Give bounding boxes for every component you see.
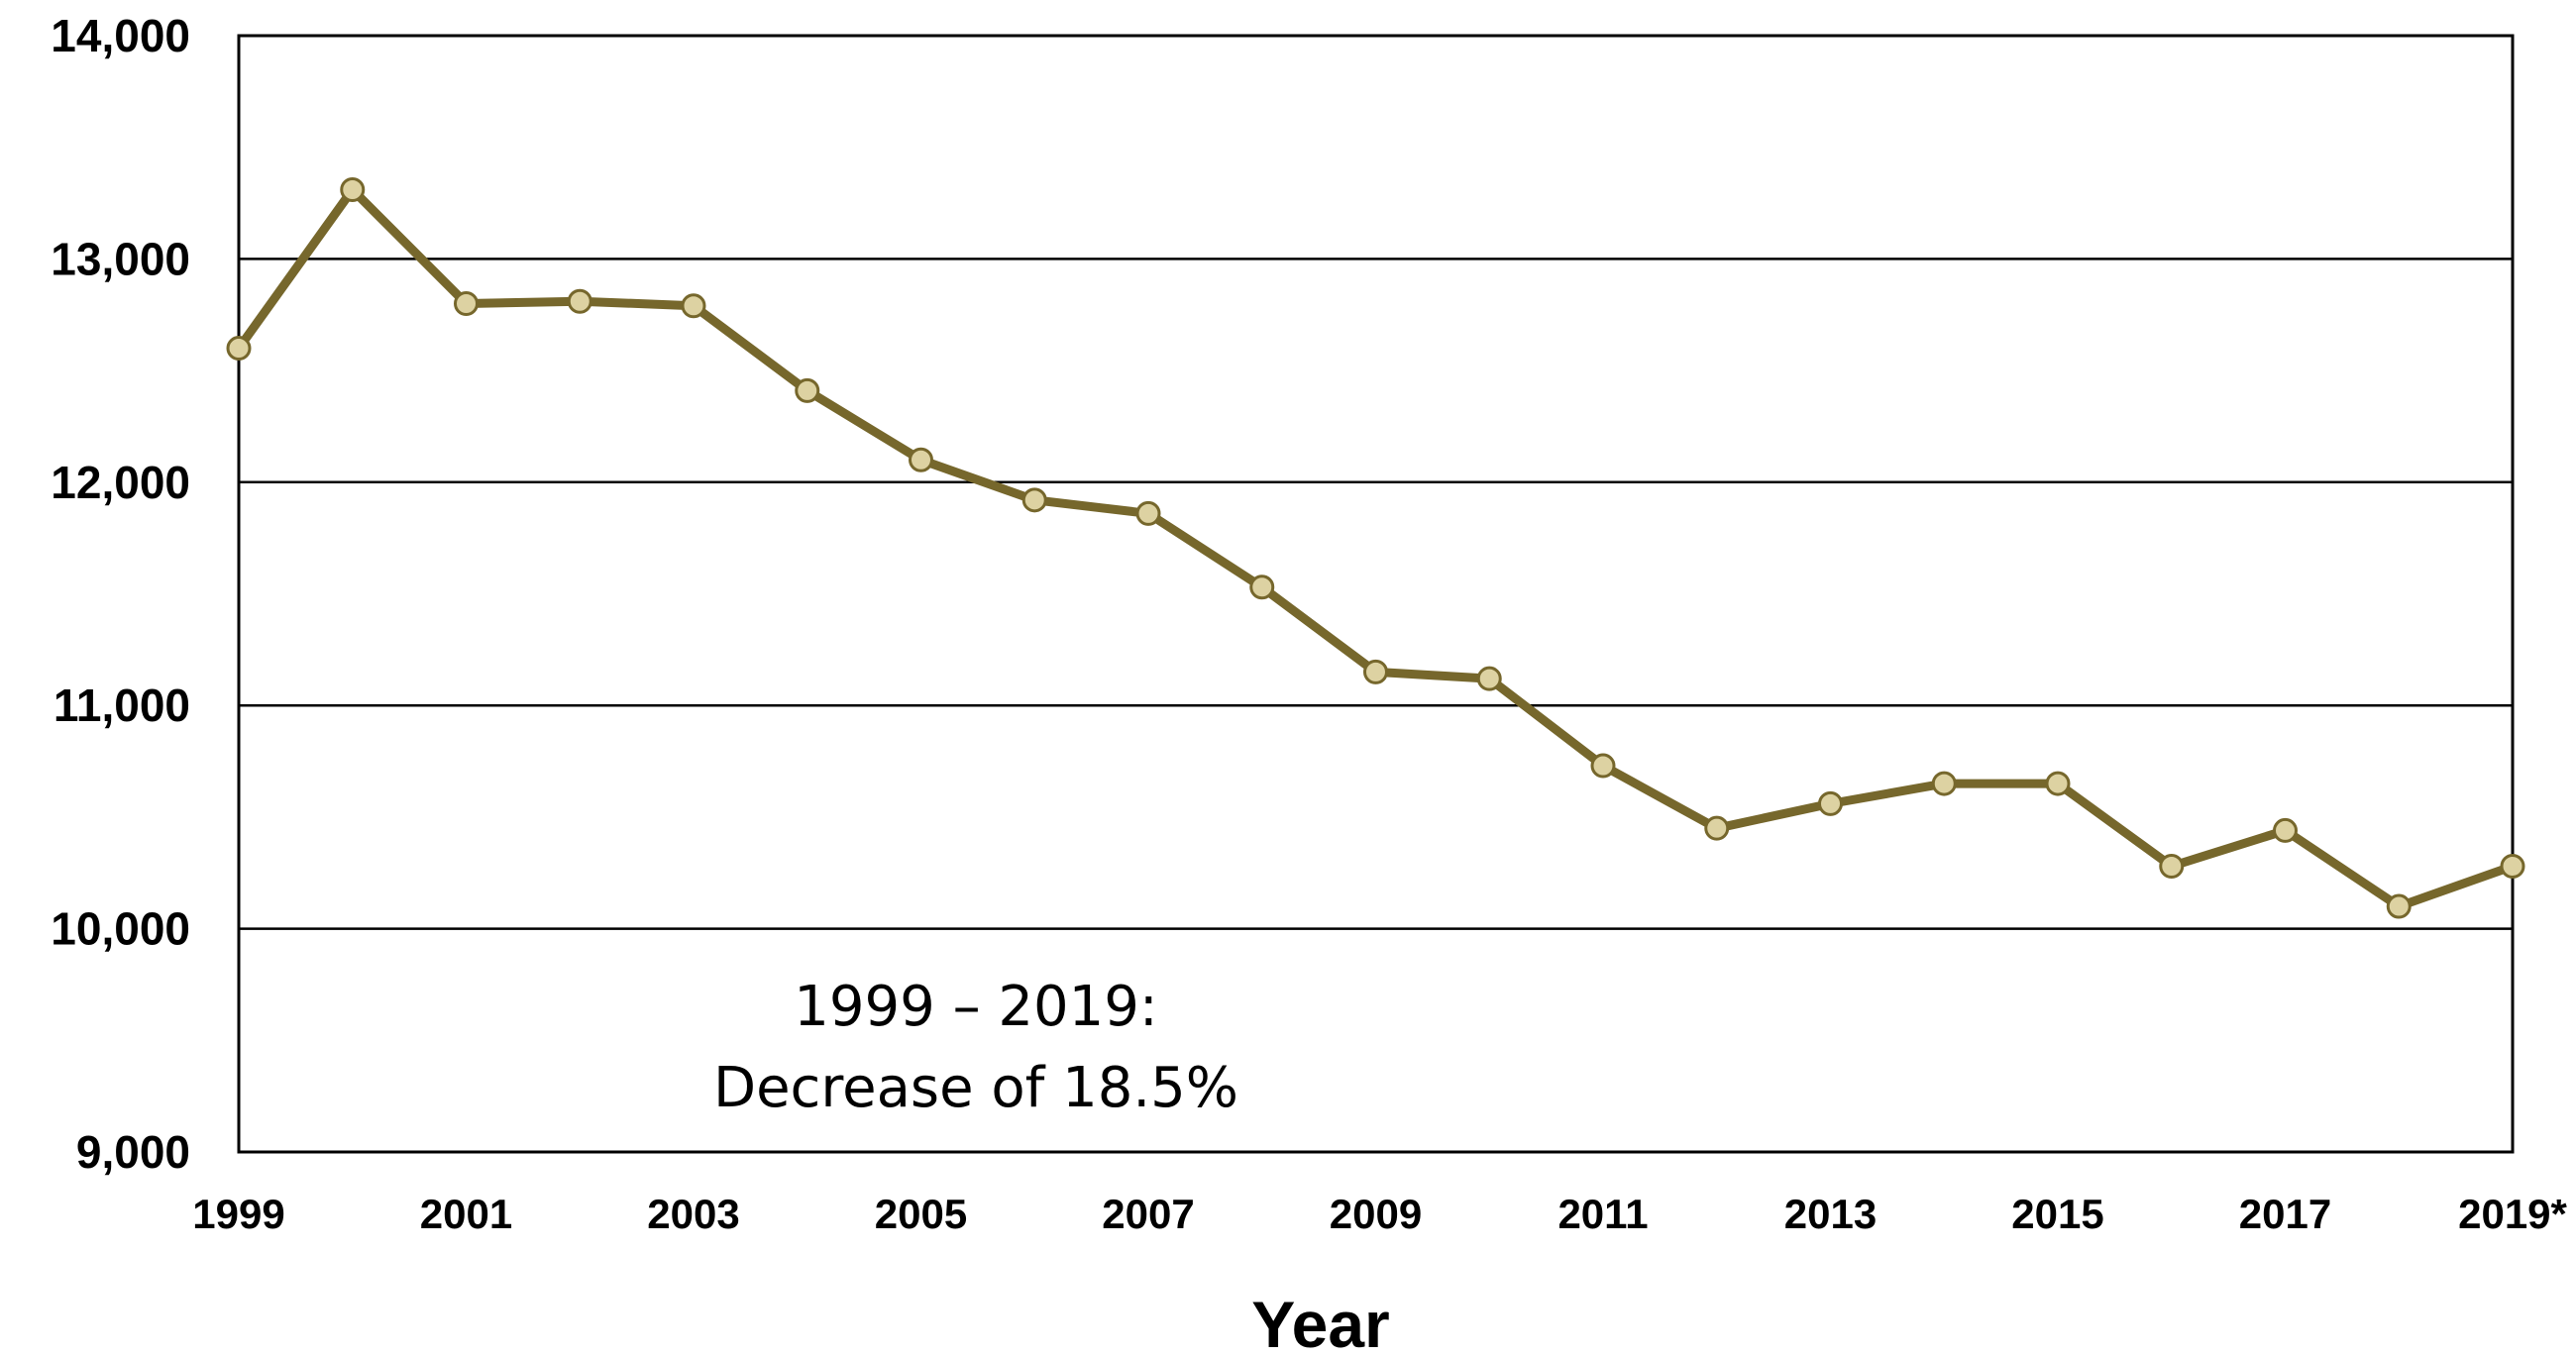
data-point-2011 <box>1590 753 1616 779</box>
data-point-2007 <box>1135 500 1161 526</box>
plot-frame <box>237 34 2515 1154</box>
y-axis-ticks: 9,000 10,000 11,000 12,000 13,000 14,000 <box>51 10 190 1178</box>
data-point-2006 <box>1021 487 1047 513</box>
data-point-2008 <box>1249 575 1275 600</box>
x-tick-label-10: 2019* <box>2458 1191 2567 1237</box>
data-point-2015 <box>2045 771 2071 796</box>
x-axis-ticks: 1999 2001 2003 2005 2007 2009 2011 2013 2015 2017… <box>192 1191 2567 1237</box>
data-point-2010 <box>1476 666 1502 691</box>
x-tick-label-3: 2005 <box>875 1191 967 1237</box>
data-point-2002 <box>567 288 592 314</box>
y-tick-label-5: 14,000 <box>51 10 190 61</box>
x-axis-label: Year <box>1251 1288 1389 1358</box>
x-tick-label-8: 2015 <box>2011 1191 2103 1237</box>
x-tick-label-5: 2009 <box>1330 1191 1422 1237</box>
data-point-2004 <box>795 377 820 403</box>
annotation-line-2: Decrease of 18.5% <box>713 1056 1238 1120</box>
x-tick-label-0: 1999 <box>192 1191 284 1237</box>
data-point-2001 <box>454 290 479 316</box>
x-tick-label-2: 2003 <box>647 1191 739 1237</box>
x-tick-label-1: 2001 <box>420 1191 512 1237</box>
data-point-2014 <box>1931 771 1957 796</box>
gridlines <box>239 258 2513 930</box>
y-tick-label-1: 10,000 <box>51 903 190 955</box>
data-point-1999 <box>226 336 252 362</box>
data-point-2009 <box>1363 659 1388 684</box>
x-tick-label-4: 2007 <box>1102 1191 1194 1237</box>
x-tick-label-7: 2013 <box>1784 1191 1877 1237</box>
y-tick-label-2: 11,000 <box>54 679 190 731</box>
data-point-2018 <box>2386 893 2412 919</box>
x-tick-label-6: 2011 <box>1557 1191 1648 1237</box>
data-point-2005 <box>909 447 933 472</box>
y-tick-label-3: 12,000 <box>51 457 190 508</box>
x-tick-label-9: 2017 <box>2239 1191 2331 1237</box>
y-tick-label-4: 13,000 <box>51 233 190 284</box>
data-point-2019 <box>2500 853 2525 879</box>
data-point-2000 <box>340 177 366 203</box>
data-point-2017 <box>2273 817 2298 843</box>
series-layer <box>226 177 2525 919</box>
annotation-line-1: 1999 – 2019: <box>794 975 1158 1039</box>
data-point-2003 <box>681 293 706 319</box>
data-point-2013 <box>1818 790 1843 816</box>
data-point-2012 <box>1704 815 1730 841</box>
data-point-2016 <box>2159 853 2185 879</box>
y-tick-label-0: 9,000 <box>76 1126 190 1178</box>
